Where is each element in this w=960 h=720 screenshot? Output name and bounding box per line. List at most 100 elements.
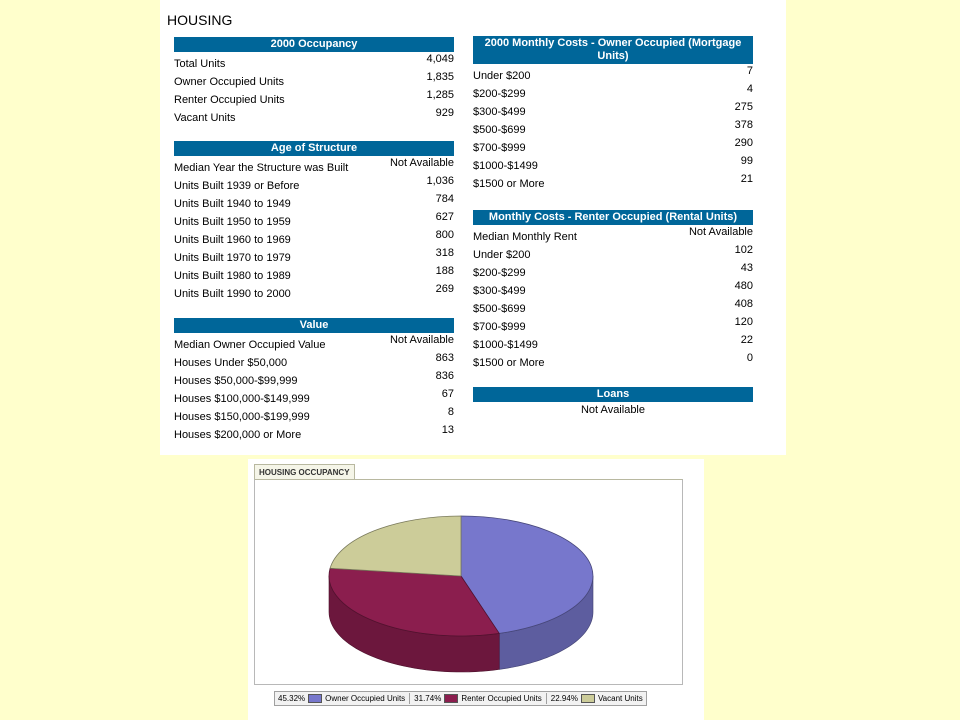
row-value: 21 bbox=[740, 173, 753, 185]
row-label: Houses $100,000-$149,999 bbox=[174, 393, 310, 405]
table-row: Houses $50,000-$99,999 836 bbox=[174, 370, 454, 388]
owner-costs-rows: Under $200 7 $200-$299 4 $300-$499 275 $500-$6… bbox=[473, 65, 753, 191]
row-value: 929 bbox=[435, 107, 454, 119]
row-value: 1,285 bbox=[426, 89, 454, 101]
row-value: 102 bbox=[734, 244, 753, 256]
row-label: Owner Occupied Units bbox=[174, 76, 285, 88]
row-label: Units Built 1939 or Before bbox=[174, 180, 300, 192]
row-label: Median Owner Occupied Value bbox=[174, 339, 326, 351]
row-label: $300-$499 bbox=[473, 285, 526, 297]
legend-label: Vacant Units bbox=[597, 694, 643, 703]
row-label: Units Built 1950 to 1959 bbox=[174, 216, 291, 228]
row-value: 0 bbox=[746, 352, 753, 364]
table-row: Houses $100,000-$149,999 67 bbox=[174, 388, 454, 406]
row-label: $500-$699 bbox=[473, 124, 526, 136]
legend-swatch bbox=[444, 694, 459, 703]
row-label: $700-$999 bbox=[473, 142, 526, 154]
row-value: 4 bbox=[746, 83, 753, 95]
pie-chart bbox=[328, 515, 594, 673]
row-value: 67 bbox=[441, 388, 454, 400]
renter-costs-section: Monthly Costs - Renter Occupied (Rental … bbox=[473, 210, 753, 370]
row-label: Median Year the Structure was Built bbox=[174, 162, 349, 174]
row-value: 7 bbox=[746, 65, 753, 77]
row-value: Not Available bbox=[389, 334, 454, 346]
legend-label: Owner Occupied Units bbox=[325, 694, 406, 703]
row-value: Not Available bbox=[389, 157, 454, 169]
owner-costs-header: 2000 Monthly Costs - Owner Occupied (Mor… bbox=[473, 36, 753, 64]
row-value: 290 bbox=[734, 137, 753, 149]
occupancy-section: 2000 Occupancy Total Units 4,049 Owner Occ… bbox=[174, 37, 454, 125]
age-rows: Median Year the Structure was Built Not A… bbox=[174, 157, 454, 301]
row-label: Houses $200,000 or More bbox=[174, 429, 302, 441]
row-label: Under $200 bbox=[473, 70, 531, 82]
table-row: Under $200 102 bbox=[473, 244, 753, 262]
row-label: Units Built 1970 to 1979 bbox=[174, 252, 291, 264]
table-row: Under $200 7 bbox=[473, 65, 753, 83]
row-label: Total Units bbox=[174, 58, 226, 70]
chart-title: HOUSING OCCUPANCY bbox=[254, 464, 355, 480]
loans-value: Not Available bbox=[580, 404, 645, 416]
table-row: $300-$499 275 bbox=[473, 101, 753, 119]
plot-area bbox=[254, 479, 683, 685]
table-row: Houses $200,000 or More 13 bbox=[174, 424, 454, 442]
legend-swatch bbox=[580, 694, 595, 703]
table-row: $200-$299 4 bbox=[473, 83, 753, 101]
row-value: 99 bbox=[740, 155, 753, 167]
row-label: Vacant Units bbox=[174, 112, 236, 124]
row-label: $1000-$1499 bbox=[473, 160, 538, 172]
row-label: Houses $50,000-$99,999 bbox=[174, 375, 298, 387]
row-value: 120 bbox=[734, 316, 753, 328]
occupancy-chart: HOUSING OCCUPANCY 45.32% Owner Occupied U… bbox=[248, 459, 704, 720]
row-value: 480 bbox=[734, 280, 753, 292]
row-label: Units Built 1990 to 2000 bbox=[174, 288, 291, 300]
row-label: $1500 or More bbox=[473, 357, 545, 369]
table-row: Units Built 1950 to 1959 627 bbox=[174, 211, 454, 229]
legend-percent: 22.94% bbox=[550, 694, 578, 703]
row-value: Not Available bbox=[688, 226, 753, 238]
table-row: $700-$999 290 bbox=[473, 137, 753, 155]
table-row: $1000-$1499 99 bbox=[473, 155, 753, 173]
row-value: 13 bbox=[441, 424, 454, 436]
row-value: 1,036 bbox=[426, 175, 454, 187]
row-label: Houses Under $50,000 bbox=[174, 357, 288, 369]
table-row: $700-$999 120 bbox=[473, 316, 753, 334]
legend-separator bbox=[545, 693, 547, 704]
row-value: 4,049 bbox=[426, 53, 454, 65]
value-rows: Median Owner Occupied Value Not Available… bbox=[174, 334, 454, 442]
table-row: $500-$699 408 bbox=[473, 298, 753, 316]
row-value: 188 bbox=[435, 265, 454, 277]
table-row: Units Built 1940 to 1949 784 bbox=[174, 193, 454, 211]
row-label: Units Built 1940 to 1949 bbox=[174, 198, 291, 210]
row-value: 800 bbox=[435, 229, 454, 241]
pie-slice bbox=[460, 515, 594, 634]
row-label: $1000-$1499 bbox=[473, 339, 538, 351]
row-value: 1,835 bbox=[426, 71, 454, 83]
row-value: 269 bbox=[435, 283, 454, 295]
row-value: 43 bbox=[740, 262, 753, 274]
table-row: $1000-$1499 22 bbox=[473, 334, 753, 352]
row-value: 863 bbox=[435, 352, 454, 364]
pie-slice bbox=[328, 567, 500, 637]
legend-percent: 45.32% bbox=[278, 694, 306, 703]
table-row: Units Built 1960 to 1969 800 bbox=[174, 229, 454, 247]
legend-swatch bbox=[308, 694, 323, 703]
table-row: $500-$699 378 bbox=[473, 119, 753, 137]
page-title: HOUSING bbox=[167, 12, 233, 28]
table-row: Units Built 1970 to 1979 318 bbox=[174, 247, 454, 265]
table-row: Median Year the Structure was Built Not A… bbox=[174, 157, 454, 175]
row-label: $300-$499 bbox=[473, 106, 526, 118]
row-value: 318 bbox=[435, 247, 454, 259]
table-row: Houses $150,000-$199,999 8 bbox=[174, 406, 454, 424]
housing-panel: HOUSING 2000 Occupancy Total Units 4,049 O… bbox=[160, 0, 786, 455]
loans-section: Loans Not Available bbox=[473, 387, 753, 416]
table-row: Median Owner Occupied Value Not Available bbox=[174, 334, 454, 352]
occupancy-rows: Total Units 4,049 Owner Occupied Units 1,83… bbox=[174, 53, 454, 125]
table-row: Renter Occupied Units 1,285 bbox=[174, 89, 454, 107]
table-row: Houses Under $50,000 863 bbox=[174, 352, 454, 370]
legend-label: Renter Occupied Units bbox=[461, 694, 542, 703]
table-row: Owner Occupied Units 1,835 bbox=[174, 71, 454, 89]
row-label: $200-$299 bbox=[473, 267, 526, 279]
row-value: 784 bbox=[435, 193, 454, 205]
row-label: $700-$999 bbox=[473, 321, 526, 333]
row-label: Renter Occupied Units bbox=[174, 94, 285, 106]
